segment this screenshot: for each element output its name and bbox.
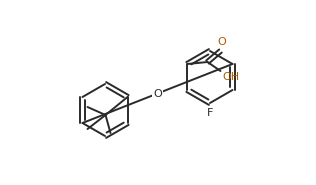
Text: F: F bbox=[207, 108, 213, 118]
Text: O: O bbox=[217, 37, 226, 47]
Text: O: O bbox=[153, 88, 162, 98]
Text: OH: OH bbox=[222, 72, 240, 82]
